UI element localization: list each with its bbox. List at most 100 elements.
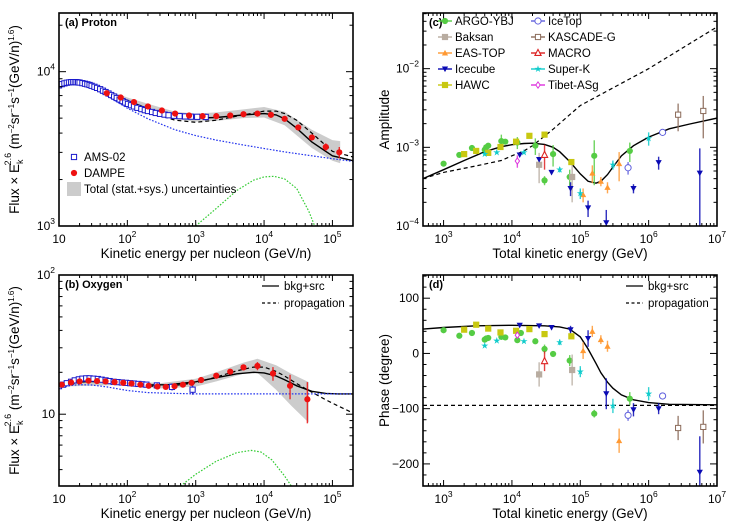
legend-entry: ARGO-YBJ [438, 16, 514, 28]
data-point [440, 160, 447, 167]
legend-label: bkg+src [284, 281, 325, 293]
data-point [194, 113, 201, 120]
x-tick-label: 103 [187, 229, 205, 246]
data-point [485, 325, 492, 332]
data-point [516, 322, 523, 329]
series-hawc [461, 131, 575, 166]
series-icecube [516, 148, 703, 226]
legend-entry: EAS-TOP [438, 48, 506, 60]
data-point [591, 410, 598, 417]
data-point [658, 128, 667, 136]
series-super-k [481, 337, 653, 414]
data-point [461, 326, 468, 333]
y-tick-label: 103 [37, 216, 55, 233]
data-point [440, 327, 447, 334]
series-super-k [481, 132, 653, 200]
data-point [502, 138, 509, 145]
data-point [473, 321, 480, 328]
series-line-source [195, 175, 316, 226]
data-point [128, 380, 135, 387]
legend-label: IceTop [548, 16, 582, 28]
data-point [461, 151, 468, 158]
legend-label: ARGO-YBJ [455, 16, 514, 28]
data-point [213, 372, 220, 379]
y-axis-label: Amplitude [377, 89, 392, 149]
data-point [85, 377, 92, 384]
data-point [526, 132, 533, 139]
data-point [658, 392, 667, 400]
data-point [568, 333, 575, 340]
data-point [130, 99, 138, 106]
data-point [532, 142, 539, 149]
data-point [624, 164, 632, 172]
data-point [76, 378, 83, 385]
data-point [700, 107, 707, 115]
data-point [675, 424, 682, 432]
legend: bkg+src propagation [262, 281, 345, 310]
series-kascade-g [675, 410, 707, 444]
legend: AMS-02 DAMPE Total (stat.+sys.) uncertaint… [67, 152, 237, 196]
data-point [536, 323, 543, 329]
uncertainty-band [106, 90, 341, 164]
series-icetop [624, 128, 667, 175]
data-point [584, 336, 592, 342]
data-point [576, 367, 584, 375]
data-point [485, 334, 492, 342]
data-point [626, 395, 633, 402]
data-point [189, 386, 196, 393]
data-point [696, 170, 703, 177]
data-point [584, 205, 592, 211]
data-point [227, 112, 234, 119]
data-point [269, 370, 277, 377]
data-point [549, 350, 557, 358]
data-point [604, 184, 611, 190]
series-tibet-asg [514, 155, 521, 168]
x-tick-label: 10 [52, 492, 66, 506]
x-tick-label: 10 [52, 232, 66, 246]
series-line-background [59, 384, 353, 395]
axes-frame [58, 274, 354, 487]
series-baksan [536, 354, 576, 387]
data-point [67, 379, 75, 386]
data-point [512, 138, 520, 145]
data-point [165, 112, 172, 119]
data-point [580, 347, 587, 354]
legend-label: Tibet-ASg [548, 80, 599, 92]
data-point [227, 368, 234, 375]
data-point [556, 166, 564, 173]
plot-area [59, 358, 353, 486]
y-tick-label: 10−3 [396, 137, 419, 154]
data-point [473, 147, 480, 155]
data-point [172, 110, 179, 117]
legend-marker [441, 81, 449, 89]
data-point [541, 177, 548, 184]
data-point [485, 142, 492, 149]
panel-label: (d) [429, 279, 443, 291]
data-point [536, 161, 543, 168]
x-tick-label: 106 [640, 229, 658, 246]
legend-entry: HAWC [438, 80, 490, 92]
data-point [117, 94, 124, 101]
data-point [185, 112, 193, 119]
data-point [569, 173, 576, 181]
data-point [548, 324, 555, 331]
plot-area [423, 321, 717, 486]
data-point [556, 338, 564, 346]
y-axis-label: Phase (degree) [377, 334, 392, 427]
legend-label: propagation [648, 298, 709, 310]
data-point [171, 383, 178, 390]
data-point [645, 134, 653, 142]
data-point [137, 381, 144, 388]
data-point [567, 185, 574, 192]
data-point [567, 327, 574, 333]
data-point [481, 342, 489, 349]
data-point [481, 150, 489, 158]
data-point [603, 391, 610, 397]
series-line-source [180, 449, 292, 486]
legend-marker [534, 48, 542, 57]
x-tick-label: 104 [503, 229, 521, 246]
uncertainty-band [59, 358, 309, 423]
legend-label: KASCADE-G [548, 32, 616, 44]
data-point [514, 331, 521, 340]
data-point [626, 147, 633, 155]
